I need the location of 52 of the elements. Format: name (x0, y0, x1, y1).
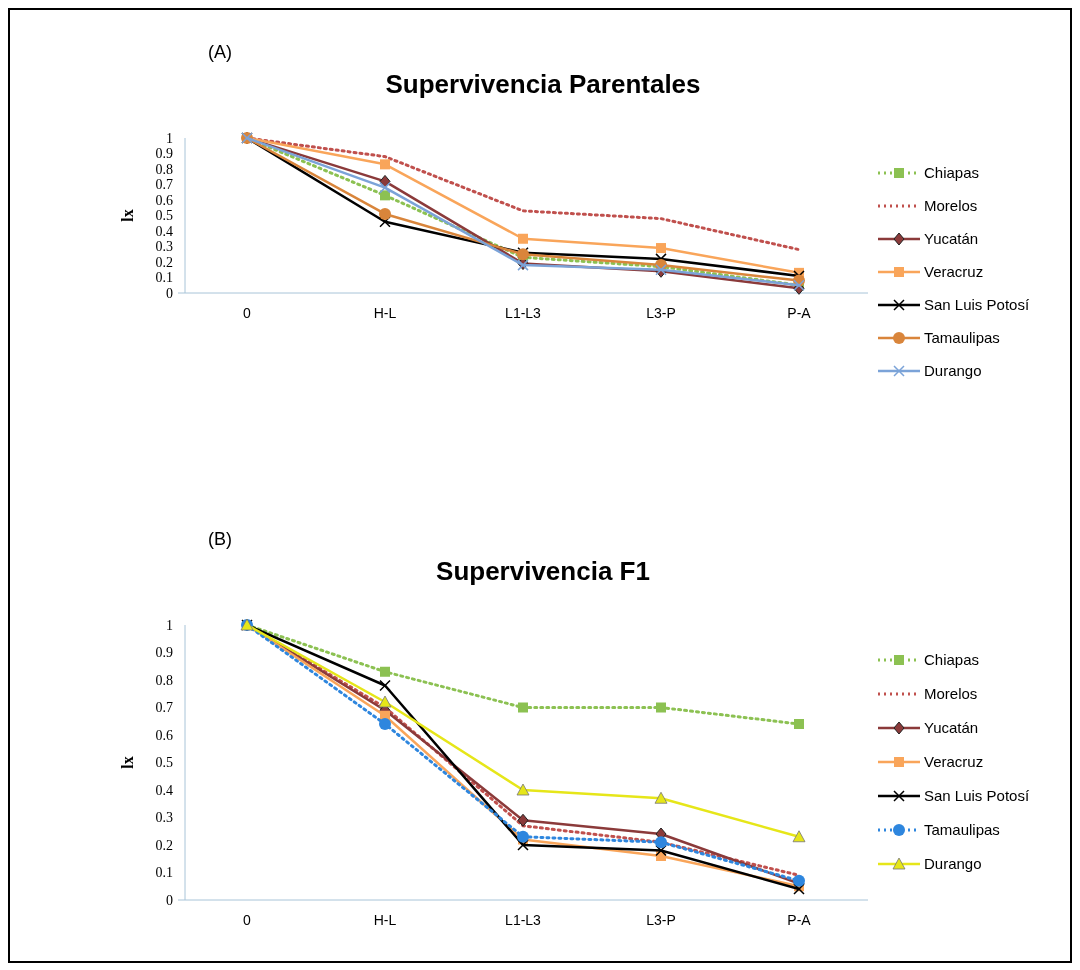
x-tick-label: L3-P (646, 912, 676, 928)
legend-label: Yucatán (924, 230, 979, 248)
y-tick-label: 0.8 (155, 672, 173, 688)
y-tick-label: 0.4 (155, 782, 173, 798)
y-tick-label: 0 (166, 892, 173, 908)
y-tick-label: 0.7 (155, 700, 173, 716)
legend-label: San Luis Potosí (924, 787, 1030, 805)
legend-label: San Luis Potosí (924, 296, 1030, 314)
y-tick-label: 0.3 (155, 810, 173, 826)
text: (B) (208, 529, 232, 549)
y-tick-label: 0.2 (155, 837, 173, 853)
legend-label: Veracruz (924, 263, 984, 281)
legend-label: Tamaulipas (924, 329, 1000, 347)
legend-label: Veracruz (924, 753, 984, 771)
x-tick-label: H-L (373, 912, 397, 928)
y-tick-label: 0.6 (155, 192, 173, 208)
x-tick-label: L1-L3 (505, 305, 542, 321)
x-tick-label: P-A (787, 305, 812, 321)
y-tick-label: 0.5 (155, 208, 173, 224)
y-tick-label: 0.7 (155, 177, 173, 193)
y-tick-label: 0.1 (155, 865, 173, 881)
y-tick-label: 1 (166, 130, 173, 146)
legend-label: Morelos (924, 685, 978, 703)
y-tick-label: 1 (166, 617, 173, 633)
x-tick-label: 0 (243, 305, 252, 321)
legend-label: Durango (924, 362, 982, 380)
x-tick-label: L1-L3 (505, 912, 542, 928)
y-tick-label: 0 (166, 285, 173, 301)
legend-label: Tamaulipas (924, 821, 1000, 839)
x-tick-label: L3-P (646, 305, 676, 321)
chart-title: Supervivencia Parentales (385, 69, 701, 99)
x-tick-label: H-L (373, 305, 397, 321)
y-axis-title: lx (119, 756, 136, 769)
legend-label: Durango (924, 855, 982, 873)
y-axis-title: lx (119, 209, 136, 222)
y-tick-label: 0.3 (155, 239, 173, 255)
y-tick-label: 0.4 (155, 223, 173, 239)
text: (A) (208, 42, 232, 62)
legend-label: Morelos (924, 197, 978, 215)
y-tick-label: 0.8 (155, 161, 173, 177)
legend-label: Chiapas (924, 164, 980, 182)
y-tick-label: 0.5 (155, 755, 173, 771)
chart-title: Supervivencia F1 (436, 556, 650, 586)
y-tick-label: 0.2 (155, 254, 173, 270)
y-tick-label: 0.9 (155, 645, 173, 661)
x-tick-label: P-A (787, 912, 812, 928)
x-tick-label: 0 (243, 912, 252, 928)
legend-label: Chiapas (924, 651, 980, 669)
legend-label: Yucatán (924, 719, 979, 737)
y-tick-label: 0.1 (155, 270, 173, 286)
y-tick-label: 0.9 (155, 146, 173, 162)
y-tick-label: 0.6 (155, 727, 173, 743)
